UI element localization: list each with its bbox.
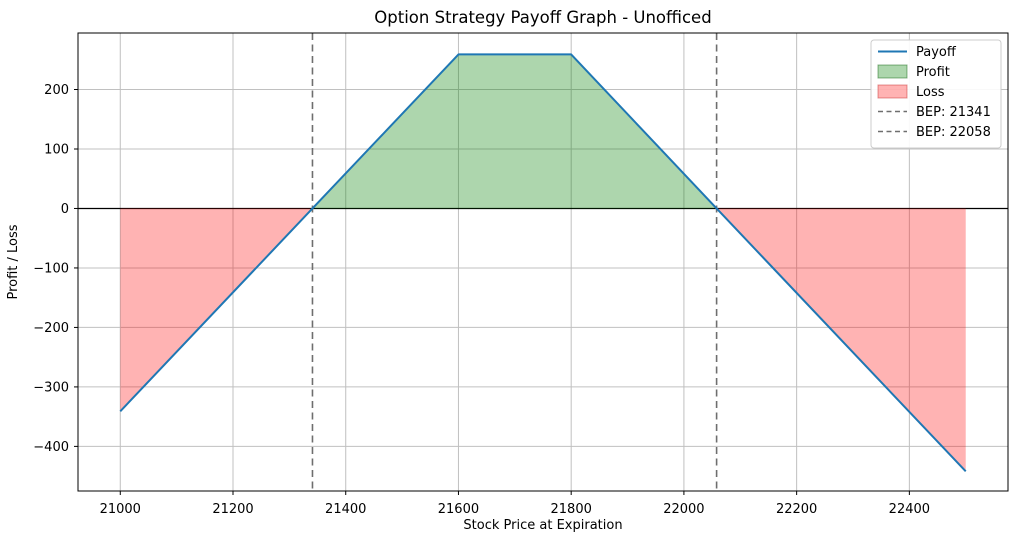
profit-fill: [312, 54, 717, 209]
y-tick-label: −100: [33, 261, 69, 276]
legend-box: [870, 39, 1002, 149]
x-tick-label: 21800: [551, 502, 592, 517]
series-layer: [119, 53, 967, 473]
y-tick-label: 100: [44, 142, 69, 157]
x-axis-label: Stock Price at Expiration: [463, 518, 622, 533]
chart-title: Option Strategy Payoff Graph - Unofficed: [374, 8, 711, 27]
x-tick-label: 21400: [325, 502, 366, 517]
legend-entry-label: BEP: 21341: [916, 105, 991, 120]
y-tick-label: −200: [33, 321, 69, 336]
legend: Payoff Profit Loss BEP: 21341 BEP: 22058: [870, 39, 1002, 149]
x-tick-label: 22400: [889, 502, 930, 517]
legend-entry-label: Loss: [916, 85, 945, 100]
legend-entry-label: Profit: [916, 65, 950, 80]
y-tick-label: 0: [61, 202, 69, 217]
x-tick-label: 22000: [663, 502, 704, 517]
y-tick-label: −400: [33, 440, 69, 455]
y-tick-label: 200: [44, 83, 69, 98]
legend-patch-sample: [877, 64, 908, 79]
legend-entry-label: Payoff: [916, 45, 957, 60]
axes-layer: 21000 21200 21400 21600 21800 22000 22200 22400…: [33, 32, 1009, 517]
x-tick-label: 21000: [100, 502, 141, 517]
x-tick-label: 21600: [438, 502, 479, 517]
plot-border: [77, 32, 1009, 492]
legend-entry-label: BEP: 22058: [916, 125, 991, 140]
y-tick-label: −300: [33, 380, 69, 395]
bep-lines-layer: [311, 33, 718, 491]
y-axis-label: Profit / Loss: [6, 224, 21, 299]
legend-patch-sample: [877, 84, 908, 99]
x-tick-label: 21200: [212, 502, 253, 517]
payoff-line: [119, 53, 967, 473]
x-tick-label: 22200: [776, 502, 817, 517]
fill-layer: [120, 54, 966, 472]
